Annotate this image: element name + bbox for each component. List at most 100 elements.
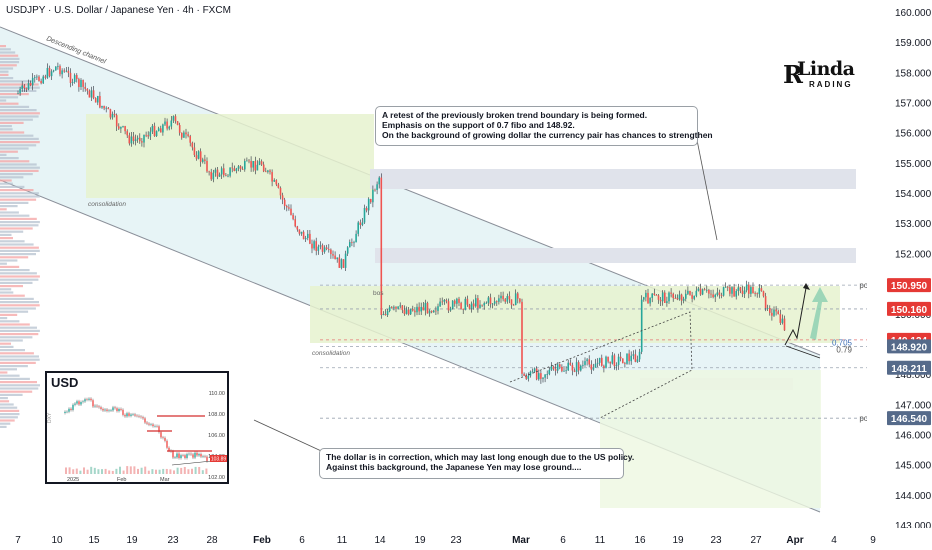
- inset-candle: [116, 408, 118, 412]
- y-tick-label: 152.000: [895, 249, 932, 260]
- candle-body: [617, 356, 620, 365]
- candle-body: [90, 90, 93, 98]
- inset-volume-bar: [187, 469, 190, 474]
- volume-profile-bar: [0, 185, 25, 188]
- volume-profile-bar: [0, 278, 39, 281]
- candle-body: [19, 88, 21, 94]
- inset-candle: [70, 408, 72, 411]
- candle-body: [750, 287, 752, 294]
- price-tag-label: 148.920: [891, 342, 928, 353]
- candle-body: [687, 290, 689, 294]
- y-tick-label: 147.000: [895, 400, 932, 411]
- candle-body: [265, 171, 267, 173]
- candle-body: [355, 233, 357, 243]
- candle-body: [544, 374, 546, 378]
- inset-volume-bar: [101, 469, 103, 474]
- candle-body: [283, 199, 286, 207]
- candle-body: [46, 67, 49, 78]
- volume-profile-bar: [0, 205, 18, 208]
- candle-body: [304, 238, 307, 240]
- y-tick-label: 154.000: [895, 189, 932, 200]
- candle-body: [605, 356, 607, 368]
- candle-body: [277, 184, 280, 188]
- inset-candle: [182, 455, 184, 456]
- inset-volume-bar: [79, 470, 82, 474]
- candle-body: [195, 155, 198, 159]
- inset-candle: [90, 398, 92, 401]
- time-axis-bg: [0, 528, 932, 550]
- candle-body: [745, 284, 748, 291]
- candle-body: [716, 292, 719, 295]
- candle-body: [204, 159, 206, 161]
- volume-profile-bar: [0, 285, 23, 288]
- candle-body: [535, 368, 538, 380]
- inset-candle: [194, 452, 196, 458]
- volume-profile-bar: [0, 326, 37, 329]
- inset-x-tick: 2025: [67, 477, 79, 482]
- candle-body: [682, 298, 685, 301]
- candle-body: [611, 355, 614, 364]
- candle-body: [94, 98, 97, 103]
- candle-body: [132, 136, 135, 141]
- candle-body: [401, 305, 404, 311]
- candle-body: [36, 76, 38, 78]
- inset-candle: [152, 424, 154, 427]
- candle-body: [647, 292, 649, 304]
- projection-arrow: [784, 287, 807, 346]
- candle-body: [386, 311, 389, 316]
- inset-candle: [160, 432, 162, 438]
- volume-profile-bar: [0, 371, 8, 374]
- candle-body: [191, 142, 194, 148]
- candle-body: [105, 107, 107, 109]
- candle-body: [92, 90, 95, 99]
- inset-candle: [100, 407, 102, 409]
- y-tick-label: 157.000: [895, 99, 932, 110]
- inset-candle: [166, 440, 168, 448]
- candle-body: [655, 294, 658, 296]
- inset-candle: [118, 408, 120, 412]
- candle-body: [525, 375, 527, 379]
- x-tick-label: 14: [374, 535, 386, 546]
- volume-profile-bar: [0, 409, 20, 412]
- candle-body: [666, 301, 668, 303]
- volume-profile-bar: [0, 425, 7, 428]
- volume-profile-bar: [0, 307, 36, 310]
- volume-profile-bar: [0, 147, 29, 150]
- inset-candle: [206, 456, 208, 462]
- y-tick-label: 148.000: [895, 370, 932, 381]
- candle-body: [424, 302, 427, 311]
- inset-volume-bar: [137, 468, 139, 474]
- candle-body: [596, 362, 599, 364]
- bottom-annotation-note: The dollar is in correction, which may l…: [319, 448, 634, 479]
- volume-profile-bar: [0, 214, 30, 217]
- volume-profile-bar: [0, 240, 25, 243]
- inset-candle: [186, 454, 188, 458]
- volume-profile-bar: [0, 224, 39, 227]
- candle-body: [592, 367, 595, 370]
- candle-body: [181, 132, 183, 138]
- inset-candle: [204, 456, 206, 457]
- candle-body: [542, 377, 544, 379]
- candle-body: [338, 257, 341, 268]
- volume-profile-bar: [0, 61, 20, 64]
- candle-body: [472, 303, 475, 307]
- candle-body: [720, 295, 723, 296]
- candle-body: [357, 222, 359, 234]
- inset-candle: [96, 405, 98, 407]
- inset-volume-bar: [122, 470, 125, 474]
- candle-body: [533, 368, 536, 372]
- inset-candle: [84, 399, 86, 402]
- candle-body: [130, 136, 133, 144]
- volume-profile-bar: [0, 153, 7, 156]
- x-tick-label: 11: [595, 535, 606, 546]
- inset-candle: [108, 410, 110, 412]
- candle-body: [262, 164, 265, 172]
- candle-body: [531, 371, 534, 373]
- inset-volume-bar: [180, 467, 183, 474]
- candle-body: [391, 306, 393, 308]
- wedge-pattern: [509, 311, 693, 419]
- inset-side-label: DXY: [47, 412, 53, 423]
- volume-profile-bar: [0, 384, 40, 387]
- candle-body: [519, 298, 521, 302]
